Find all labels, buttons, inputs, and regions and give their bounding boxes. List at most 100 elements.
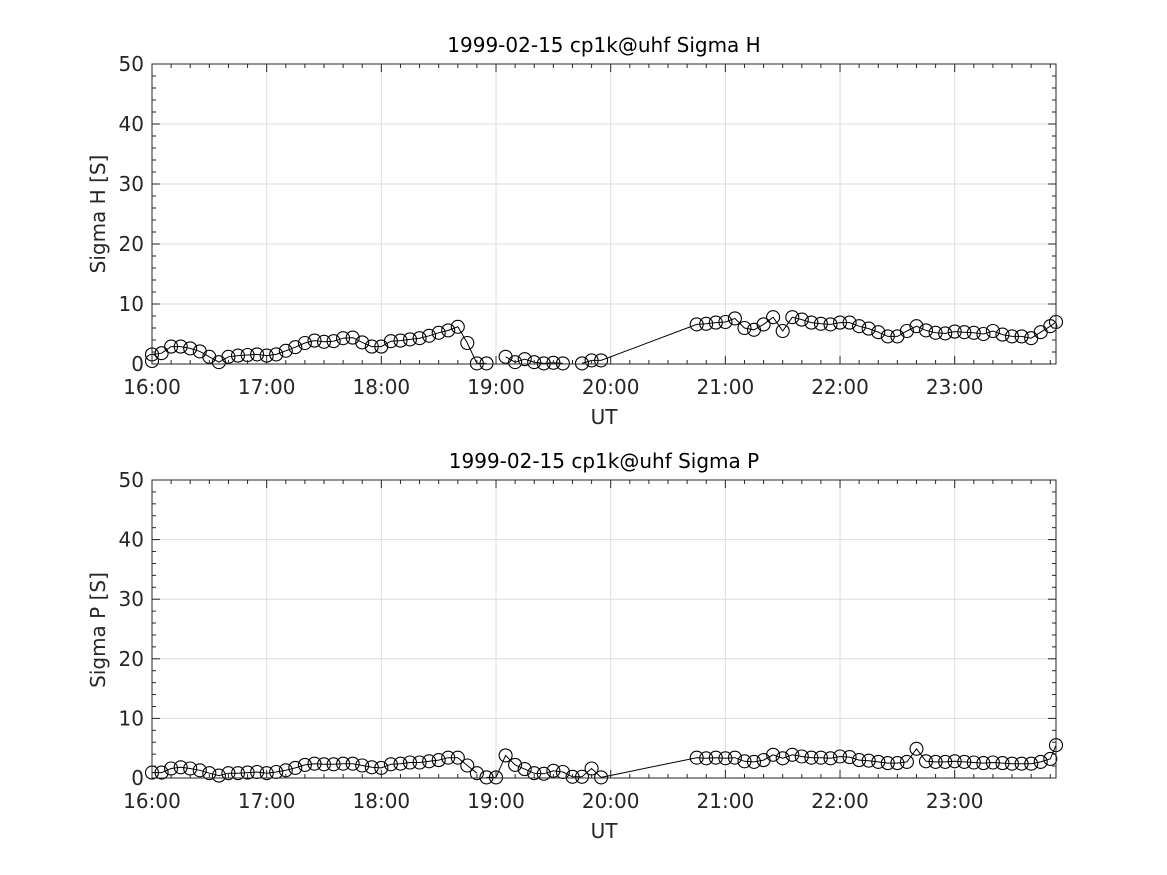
data-point	[785, 747, 800, 762]
data-point	[909, 741, 924, 756]
data-point	[364, 760, 379, 775]
data-point	[297, 757, 312, 772]
data-point	[431, 325, 446, 340]
data-point	[336, 756, 351, 771]
data-point	[307, 756, 322, 771]
data-point	[976, 756, 991, 771]
data-point	[536, 766, 551, 781]
plot-frame	[151, 63, 1057, 365]
data-point	[928, 325, 943, 340]
data-point	[211, 768, 226, 783]
series-line	[151, 326, 487, 364]
data-point	[966, 755, 981, 770]
data-point	[441, 323, 456, 338]
data-point	[164, 339, 179, 354]
x-axis-label: UT	[591, 405, 619, 429]
data-point	[469, 766, 484, 781]
data-point	[336, 331, 351, 346]
y-tick-label: 20	[119, 232, 144, 256]
data-point	[832, 749, 848, 764]
data-point	[727, 750, 742, 765]
x-tick-label: 18:00	[353, 375, 411, 399]
data-point	[718, 751, 733, 766]
data-point	[269, 347, 284, 362]
x-tick-label: 17:00	[238, 789, 296, 813]
data-point	[441, 750, 456, 765]
data-point	[422, 754, 437, 769]
data-point	[966, 325, 981, 340]
data-point	[594, 770, 609, 785]
data-point	[957, 325, 972, 340]
y-tick-label: 20	[119, 647, 144, 671]
data-point	[527, 766, 542, 781]
data-point	[422, 328, 437, 343]
data-point	[297, 335, 312, 351]
axes-frame	[151, 479, 1057, 779]
data-point	[785, 310, 800, 325]
data-point	[794, 312, 809, 327]
x-tick-label: 23:00	[926, 789, 984, 813]
data-point	[880, 756, 895, 771]
data-point	[918, 754, 934, 769]
data-point	[307, 333, 322, 348]
data-point	[450, 319, 465, 334]
data-point	[775, 323, 790, 339]
chart-sigma-p: 16:00 17:00 18:00 19:00 20:00 21:00 22:00 23:00…	[86, 449, 1064, 843]
data-point	[565, 769, 580, 784]
plot-frame	[151, 479, 1057, 779]
data-point	[699, 751, 714, 766]
y-axis-label: Sigma P [S]	[86, 572, 110, 688]
data-point	[976, 326, 991, 342]
data-point	[250, 347, 265, 362]
data-point	[699, 316, 714, 331]
data-point	[221, 766, 236, 781]
data-point	[938, 754, 953, 769]
data-series	[144, 738, 1064, 785]
y-tick-label: 10	[119, 706, 144, 730]
y-tick-label: 10	[119, 292, 144, 316]
x-tick-label: 16:00	[123, 789, 181, 813]
grid	[151, 479, 1056, 779]
data-point	[364, 339, 379, 354]
data-point	[804, 315, 819, 330]
data-point	[813, 750, 828, 765]
x-tick-label: 16:00	[123, 375, 181, 399]
data-point	[288, 760, 303, 775]
data-point	[278, 343, 293, 358]
data-point	[508, 757, 523, 772]
data-point	[995, 756, 1010, 771]
data-point	[861, 321, 876, 336]
data-point	[345, 330, 360, 345]
data-point	[393, 333, 408, 348]
data-point	[517, 352, 532, 367]
x-tick-label: 21:00	[697, 789, 755, 813]
data-point	[899, 754, 914, 769]
x-tick-label: 20:00	[582, 789, 640, 813]
data-point	[546, 355, 561, 370]
data-point	[383, 334, 398, 349]
data-point	[479, 356, 494, 371]
data-point	[555, 356, 570, 371]
data-point	[746, 754, 762, 769]
series-line	[486, 745, 1057, 778]
chart-sigma-h: 16:00 17:00 18:00 19:00 20:00 21:00 22:00 23:00…	[86, 33, 1064, 429]
data-point	[508, 355, 523, 370]
data-point	[383, 757, 398, 772]
series-line	[581, 316, 1057, 364]
data-point	[154, 765, 169, 780]
data-point	[1024, 756, 1039, 771]
x-tick-label: 22:00	[811, 789, 869, 813]
chart-title: 1999-02-15 cp1k@uhf Sigma H	[447, 33, 760, 57]
data-point	[727, 311, 742, 326]
data-point	[574, 356, 590, 371]
tick-labels: 16:00 17:00 18:00 19:00 20:00 21:00 22:00 23:00…	[119, 468, 984, 813]
data-point	[574, 769, 590, 784]
data-point	[947, 754, 962, 769]
data-point	[985, 755, 1000, 770]
data-point	[594, 353, 609, 368]
data-point	[1004, 329, 1020, 344]
data-point	[861, 753, 876, 768]
data-point	[326, 334, 341, 349]
x-tick-label: 19:00	[467, 375, 525, 399]
data-point	[794, 749, 809, 764]
